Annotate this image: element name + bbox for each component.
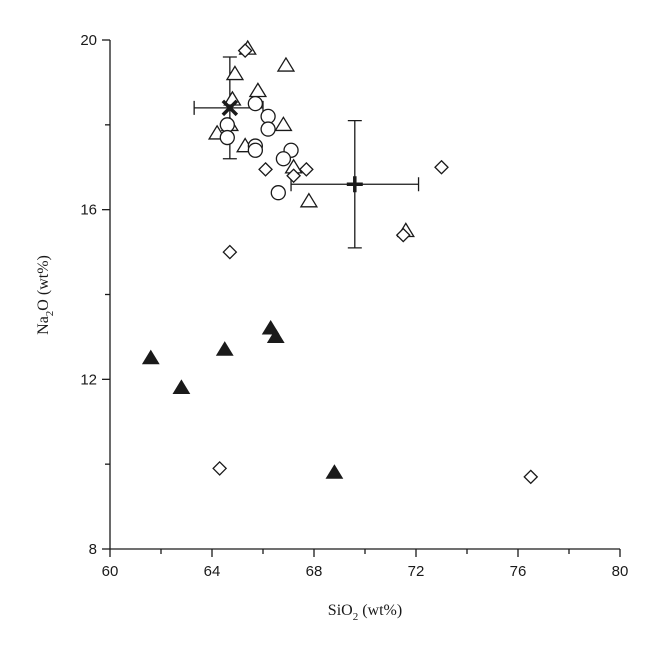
data-point-open-diamond [222, 244, 238, 260]
x-axis-title-main: SiO [328, 602, 353, 619]
data-point-open-circle [275, 151, 292, 167]
y-tick-label: 20 [80, 32, 97, 49]
y-tick-label: 16 [80, 202, 97, 219]
y-axis-title-subscript: 2 [44, 311, 56, 317]
data-point-open-circle [260, 121, 276, 137]
data-point-open-circle [260, 108, 276, 124]
data-point-cross-mean [221, 99, 239, 117]
data-point-open-triangle [276, 56, 296, 72]
data-point-open-diamond [523, 469, 539, 485]
x-tick-label: 64 [204, 563, 221, 580]
data-point-open-triangle [274, 116, 293, 132]
data-points [141, 39, 539, 485]
data-point-open-circle [247, 142, 264, 158]
data-point-open-circle [219, 117, 235, 133]
data-point-solid-triangle [141, 349, 160, 365]
data-point-open-diamond [212, 460, 228, 476]
data-point-open-triangle [299, 192, 319, 208]
data-point-open-diamond [237, 43, 253, 59]
x-tick-label: 80 [612, 563, 629, 580]
x-tick-label: 68 [306, 563, 323, 580]
y-axis-title: Na2O (wt%) [35, 255, 56, 335]
data-point-solid-triangle [266, 328, 285, 344]
x-tick-label: 76 [510, 563, 527, 580]
x-axis-title-subscript: 2 [353, 611, 359, 623]
x-tick-label: 60 [102, 563, 119, 580]
ticks: 60 64 68 72 76 80 8 12 16 20 [80, 32, 628, 580]
axes [109, 40, 620, 550]
x-axis-title-unit: (wt%) [358, 602, 402, 619]
data-point-solid-triangle [215, 341, 234, 356]
data-point-open-circle [247, 95, 264, 112]
data-point-open-diamond [258, 161, 273, 177]
data-point-open-triangle [225, 65, 245, 81]
y-tick-label: 8 [89, 541, 97, 558]
data-point-open-diamond [286, 168, 302, 184]
x-axis-title: SiO2 (wt%) [328, 602, 402, 623]
data-point-open-diamond [298, 161, 314, 177]
data-point-open-diamond [434, 159, 449, 175]
y-axis-title-main: Na [35, 316, 52, 335]
data-point-open-circle [270, 185, 286, 201]
data-point-plus-mean [346, 176, 363, 193]
y-tick-label: 12 [80, 371, 97, 388]
data-point-open-diamond [395, 227, 411, 243]
data-point-open-circle [219, 129, 235, 146]
y-axis-title-unit: O (wt%) [35, 255, 52, 311]
data-point-solid-triangle [325, 464, 344, 479]
data-point-open-triangle [248, 82, 268, 98]
data-point-solid-triangle [172, 379, 191, 394]
error-bars [193, 56, 420, 249]
x-tick-label: 72 [408, 563, 425, 580]
